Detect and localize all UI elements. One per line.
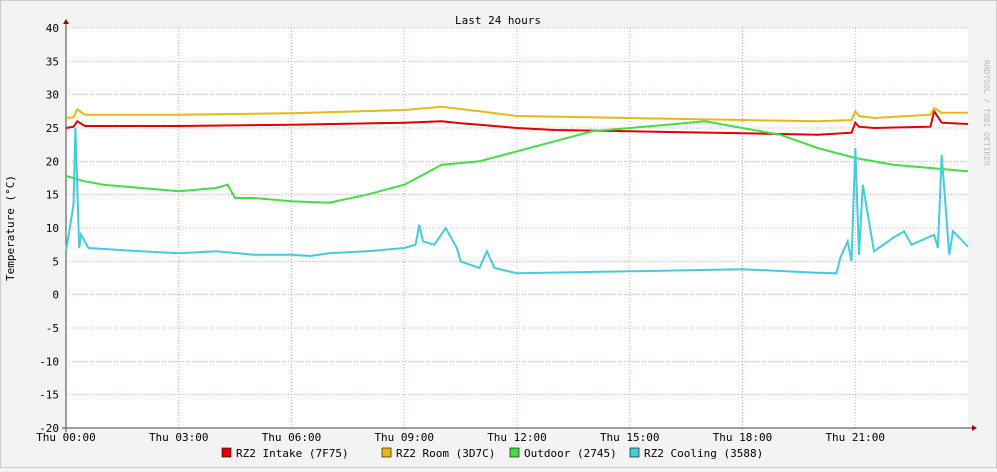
legend-swatch [629, 447, 640, 458]
legend-label: RZ2 Room (3D7C) [396, 447, 495, 460]
x-tick-label: Thu 12:00 [487, 431, 547, 444]
y-tick-label: 30 [46, 89, 59, 102]
legend-label: RZ2 Cooling (3588) [644, 447, 763, 460]
legend-label: RZ2 Intake (7F75) [236, 447, 349, 460]
axis-arrow [63, 19, 69, 24]
x-tick-label: Thu 03:00 [149, 431, 209, 444]
watermark: RRDTOOL / TOBI OETIKER [982, 60, 991, 166]
x-tick-label: Thu 21:00 [825, 431, 885, 444]
y-tick-label: 10 [46, 222, 59, 235]
legend-label: Outdoor (2745) [524, 447, 617, 460]
y-tick-label: -10 [39, 355, 59, 368]
y-tick-label: 15 [46, 189, 59, 202]
y-tick-label: -15 [39, 389, 59, 402]
x-tick-label: Thu 18:00 [713, 431, 773, 444]
y-axis-label: Temperature (°C) [4, 175, 17, 281]
y-tick-label: 0 [52, 289, 59, 302]
x-tick-label: Thu 00:00 [36, 431, 96, 444]
y-tick-label: 20 [46, 155, 59, 168]
y-tick-label: 25 [46, 122, 59, 135]
x-tick-label: Thu 06:00 [262, 431, 322, 444]
y-tick-label: -5 [46, 322, 59, 335]
series-line [65, 127, 969, 275]
chart-title: Last 24 hours [455, 14, 541, 27]
legend-swatch [509, 447, 520, 458]
legend-swatch [221, 447, 232, 458]
y-tick-label: 35 [46, 55, 59, 68]
y-tick-label: 40 [46, 22, 59, 35]
x-tick-label: Thu 09:00 [374, 431, 434, 444]
x-tick-label: Thu 15:00 [600, 431, 660, 444]
series-line [65, 108, 969, 136]
series-line [65, 120, 969, 204]
series-line [65, 105, 968, 123]
legend-swatch [381, 447, 392, 458]
y-tick-label: 5 [52, 255, 59, 268]
y-tick-label: -20 [39, 422, 59, 435]
axis-arrow [972, 425, 977, 431]
